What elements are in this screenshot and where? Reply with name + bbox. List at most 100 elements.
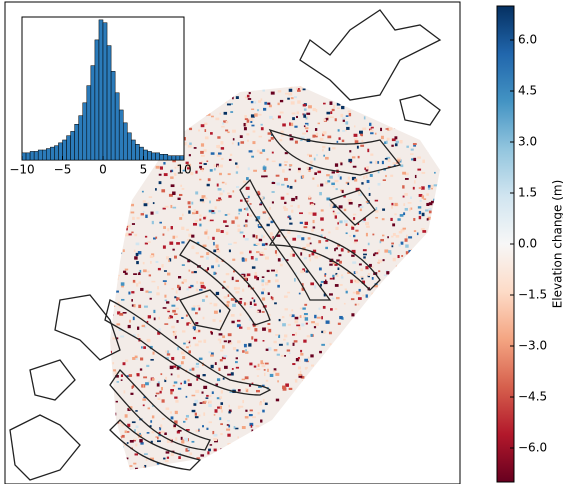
speckle bbox=[353, 279, 357, 283]
speckle bbox=[199, 214, 202, 217]
speckle bbox=[164, 379, 167, 383]
speckle bbox=[219, 112, 222, 115]
speckle bbox=[402, 195, 405, 198]
speckle bbox=[120, 374, 124, 377]
speckle bbox=[402, 185, 405, 189]
speckle bbox=[320, 280, 325, 283]
speckle bbox=[231, 276, 234, 281]
speckle bbox=[219, 405, 222, 410]
speckle bbox=[178, 193, 183, 197]
speckle bbox=[244, 376, 249, 380]
speckle bbox=[235, 162, 238, 165]
speckle bbox=[213, 249, 217, 253]
speckle bbox=[217, 152, 222, 155]
speckle bbox=[229, 342, 233, 345]
speckle bbox=[205, 229, 209, 233]
speckle bbox=[153, 309, 156, 314]
speckle bbox=[162, 233, 165, 236]
speckle bbox=[227, 373, 232, 376]
speckle bbox=[315, 154, 319, 157]
speckle bbox=[219, 192, 223, 196]
speckle bbox=[345, 115, 349, 117]
speckle bbox=[216, 397, 221, 400]
speckle bbox=[278, 343, 283, 346]
speckle bbox=[138, 304, 142, 309]
speckle bbox=[272, 370, 276, 373]
speckle bbox=[251, 297, 254, 300]
speckle bbox=[163, 161, 166, 165]
speckle bbox=[120, 282, 125, 286]
speckle bbox=[198, 414, 201, 417]
speckle bbox=[149, 255, 154, 258]
speckle bbox=[227, 333, 232, 337]
speckle bbox=[230, 111, 234, 113]
speckle bbox=[132, 357, 136, 360]
speckle bbox=[155, 236, 158, 239]
speckle bbox=[318, 307, 321, 310]
speckle bbox=[326, 116, 330, 120]
speckle bbox=[369, 122, 372, 126]
speckle bbox=[216, 248, 219, 251]
speckle bbox=[249, 362, 253, 366]
speckle bbox=[219, 417, 222, 421]
speckle bbox=[263, 248, 267, 250]
speckle bbox=[251, 124, 255, 127]
speckle bbox=[170, 391, 173, 395]
histogram-bar bbox=[123, 122, 128, 161]
speckle bbox=[242, 180, 247, 183]
speckle bbox=[288, 92, 293, 96]
speckle bbox=[141, 190, 144, 193]
speckle bbox=[191, 324, 196, 328]
speckle bbox=[150, 440, 153, 444]
speckle bbox=[248, 92, 251, 95]
speckle bbox=[225, 231, 229, 235]
speckle bbox=[357, 297, 362, 300]
speckle bbox=[207, 267, 210, 271]
speckle bbox=[248, 384, 252, 387]
speckle bbox=[303, 226, 308, 229]
speckle bbox=[234, 427, 239, 430]
speckle bbox=[260, 360, 264, 364]
speckle bbox=[188, 269, 191, 272]
speckle bbox=[156, 292, 160, 296]
speckle bbox=[404, 207, 408, 211]
speckle bbox=[360, 144, 365, 147]
speckle bbox=[337, 322, 341, 325]
speckle bbox=[152, 404, 154, 407]
speckle bbox=[347, 271, 351, 274]
speckle bbox=[290, 205, 293, 207]
speckle bbox=[342, 117, 346, 120]
speckle bbox=[332, 204, 337, 208]
speckle bbox=[136, 373, 140, 377]
speckle bbox=[308, 105, 312, 109]
histogram-bar bbox=[54, 145, 59, 161]
speckle bbox=[143, 396, 146, 399]
speckle bbox=[185, 429, 190, 431]
speckle bbox=[121, 284, 124, 288]
speckle bbox=[384, 249, 389, 253]
speckle bbox=[200, 168, 205, 171]
speckle bbox=[305, 270, 309, 273]
speckle bbox=[158, 431, 161, 434]
speckle bbox=[269, 232, 273, 236]
speckle bbox=[122, 362, 126, 366]
speckle bbox=[363, 175, 365, 179]
speckle bbox=[323, 330, 327, 334]
speckle bbox=[131, 299, 133, 302]
speckle bbox=[143, 346, 146, 349]
speckle bbox=[213, 448, 217, 452]
speckle bbox=[342, 129, 346, 132]
speckle bbox=[145, 382, 149, 386]
speckle bbox=[170, 315, 174, 319]
speckle bbox=[221, 409, 223, 413]
speckle bbox=[337, 243, 341, 247]
speckle bbox=[208, 421, 213, 424]
speckle bbox=[191, 440, 195, 443]
speckle bbox=[287, 291, 291, 294]
speckle bbox=[176, 242, 180, 245]
speckle bbox=[226, 300, 230, 304]
speckle bbox=[132, 216, 135, 220]
speckle bbox=[300, 352, 304, 356]
speckle bbox=[256, 149, 260, 153]
